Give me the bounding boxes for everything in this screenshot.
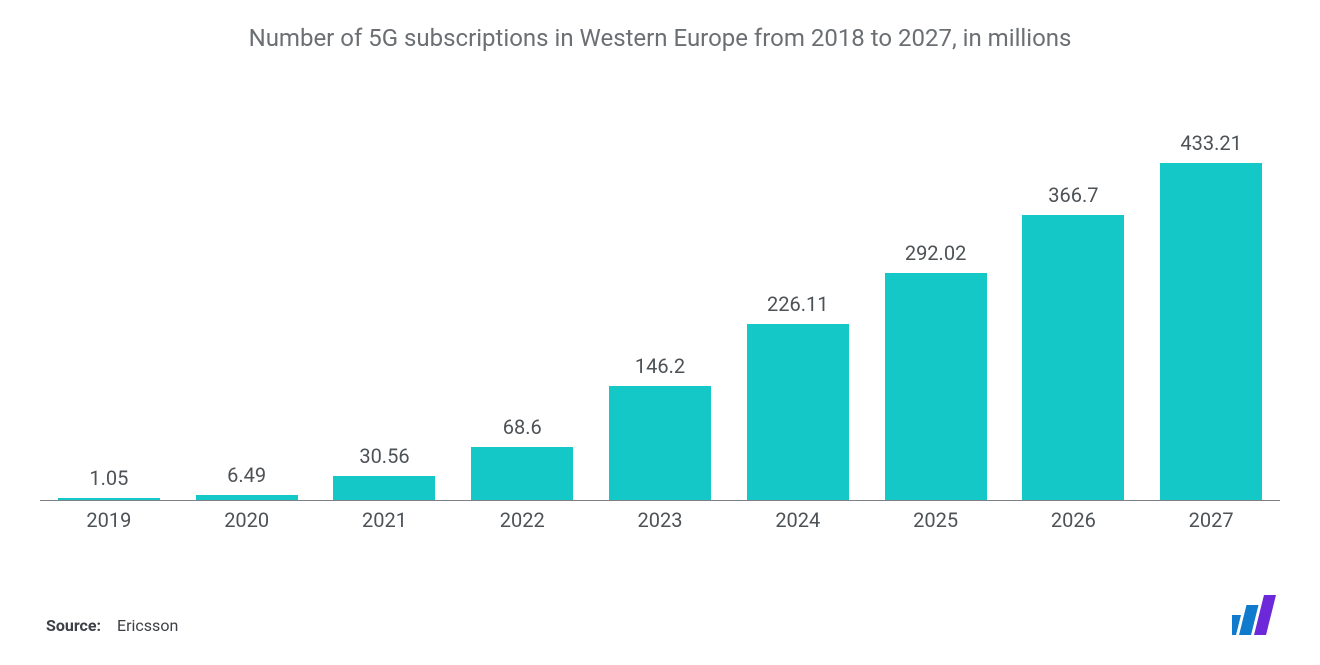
bar-2021: 30.56 bbox=[316, 90, 454, 500]
x-label: 2024 bbox=[729, 508, 867, 532]
x-label: 2025 bbox=[867, 508, 1005, 532]
bar-rect bbox=[333, 476, 435, 500]
bar-value-label: 6.49 bbox=[227, 463, 266, 487]
source-attribution: Source: Ericsson bbox=[46, 616, 178, 635]
bar-2024: 226.11 bbox=[729, 90, 867, 500]
bar-value-label: 68.6 bbox=[503, 415, 542, 439]
x-label: 2027 bbox=[1142, 508, 1280, 532]
bar-2023: 146.2 bbox=[591, 90, 729, 500]
bar-2022: 68.6 bbox=[453, 90, 591, 500]
bar-group: 1.05 6.49 30.56 68.6 146.2 226.11 bbox=[40, 90, 1280, 500]
source-label: Source: bbox=[46, 616, 101, 635]
bar-value-label: 292.02 bbox=[905, 241, 966, 265]
bar-2025: 292.02 bbox=[867, 90, 1005, 500]
x-label: 2020 bbox=[178, 508, 316, 532]
bar-value-label: 366.7 bbox=[1048, 183, 1098, 207]
brand-logo-icon bbox=[1232, 595, 1284, 641]
plot-area: 1.05 6.49 30.56 68.6 146.2 226.11 bbox=[40, 90, 1280, 500]
bar-2026: 366.7 bbox=[1004, 90, 1142, 500]
bar-2027: 433.21 bbox=[1142, 90, 1280, 500]
bar-rect bbox=[885, 273, 987, 500]
x-axis-labels: 2019 2020 2021 2022 2023 2024 2025 2026 … bbox=[40, 508, 1280, 532]
x-label: 2019 bbox=[40, 508, 178, 532]
x-axis-line bbox=[40, 500, 1280, 501]
x-label: 2023 bbox=[591, 508, 729, 532]
bar-rect bbox=[1022, 215, 1124, 500]
chart-title: Number of 5G subscriptions in Western Eu… bbox=[0, 24, 1320, 52]
x-label: 2026 bbox=[1004, 508, 1142, 532]
x-label: 2022 bbox=[453, 508, 591, 532]
bar-value-label: 30.56 bbox=[359, 444, 409, 468]
bar-rect bbox=[609, 386, 711, 500]
bar-rect bbox=[1160, 163, 1262, 500]
bar-rect bbox=[471, 447, 573, 500]
bar-2019: 1.05 bbox=[40, 90, 178, 500]
bar-2020: 6.49 bbox=[178, 90, 316, 500]
bar-value-label: 433.21 bbox=[1180, 131, 1241, 155]
bar-rect bbox=[747, 324, 849, 500]
source-name: Ericsson bbox=[117, 616, 178, 635]
chart-root: Number of 5G subscriptions in Western Eu… bbox=[0, 0, 1320, 665]
logo-bars-icon bbox=[1232, 595, 1284, 637]
x-label: 2021 bbox=[316, 508, 454, 532]
bar-value-label: 146.2 bbox=[635, 354, 685, 378]
bar-value-label: 226.11 bbox=[767, 292, 828, 316]
bar-value-label: 1.05 bbox=[89, 466, 128, 490]
